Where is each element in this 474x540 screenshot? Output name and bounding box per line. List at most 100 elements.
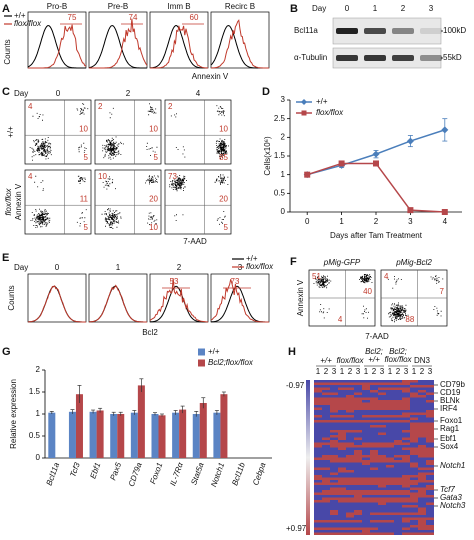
day: 3 — [429, 4, 434, 13]
error-bar — [173, 410, 178, 415]
legend-label: flox/flox — [14, 19, 42, 28]
x-tick-label: IL-7Rα — [168, 461, 185, 487]
error-bar — [214, 410, 219, 415]
y-tick-label: 0.5 — [274, 188, 286, 197]
histogram-curve — [150, 24, 209, 69]
gate-value: 60 — [190, 13, 199, 22]
x-tick-label: Bcl11b — [230, 461, 247, 487]
plot-frame — [27, 273, 87, 323]
colorbar — [306, 380, 310, 535]
legend-marker — [301, 110, 307, 116]
gene-label: Rag1 — [440, 424, 460, 433]
legend-label: Bcl2;flox/flox — [208, 358, 254, 367]
y-tick-label: 1 — [36, 409, 41, 418]
point — [407, 207, 414, 214]
plot-frame — [94, 99, 162, 165]
histogram-curve — [210, 19, 269, 69]
population-label: Recirc B — [225, 2, 255, 11]
axis-label: 7-AAD — [183, 237, 207, 246]
legend-label: +/+ — [246, 254, 258, 263]
group-label: +/+ — [368, 355, 380, 364]
group-label: flox/flox — [384, 355, 412, 364]
lane-label: 3 — [380, 367, 385, 376]
bar — [213, 412, 221, 458]
gene-label: Notch1 — [440, 461, 465, 470]
quadrant-value: 51 — [312, 272, 321, 281]
histogram-curve — [149, 285, 208, 323]
day: 0 — [345, 4, 350, 13]
bar — [172, 412, 180, 458]
point — [338, 160, 345, 167]
group-label: flox/flox — [336, 356, 364, 365]
lane-label: 3 — [332, 367, 337, 376]
error-bar — [118, 411, 123, 416]
histogram-curve — [27, 285, 86, 323]
quadrant-value: 20 — [149, 194, 158, 203]
error-bar — [139, 378, 144, 392]
dot-cloud — [313, 274, 373, 319]
axis-label: Counts — [3, 39, 12, 64]
gene-label: Notch3 — [440, 501, 466, 510]
bar — [179, 409, 187, 458]
error-bar — [152, 412, 157, 416]
histogram-curve — [88, 24, 147, 69]
y-tick-label: 1 — [281, 170, 286, 179]
panel-letter: H — [288, 346, 296, 358]
genotype-label: flox/flox — [4, 187, 13, 215]
legend-label: +/+ — [14, 11, 26, 20]
gate-value: 74 — [129, 13, 138, 22]
quadrant-value: 4 — [28, 102, 33, 111]
x-tick-label: Cebpa — [251, 461, 268, 487]
histogram-curve — [210, 285, 269, 323]
quadrant-value: 4 — [384, 272, 389, 281]
bar — [89, 411, 97, 458]
histogram-curve — [89, 18, 148, 69]
plot-frame — [164, 169, 232, 235]
day: 4 — [196, 89, 201, 98]
gene-label: BLNk — [440, 396, 461, 405]
bar — [75, 394, 83, 458]
plot-frame — [24, 169, 92, 235]
panel-letter: G — [2, 346, 11, 358]
bar — [137, 385, 145, 458]
point — [373, 160, 379, 167]
bar — [130, 412, 138, 458]
lane-label: 1 — [388, 367, 393, 376]
legend-marker — [301, 99, 307, 105]
y-tick-label: 0.5 — [29, 431, 41, 440]
y-tick-label: 0 — [36, 453, 41, 462]
axis-label: Counts — [7, 285, 16, 310]
x-tick-label: 1 — [339, 217, 344, 226]
day: 2 — [177, 263, 182, 272]
axis-label: Annexin V — [192, 72, 229, 81]
gene-label: CD79b — [440, 380, 465, 389]
quadrant-value: 5 — [154, 153, 159, 162]
dot-cloud — [170, 105, 229, 159]
bar — [96, 410, 104, 458]
error-bar — [91, 409, 96, 414]
lane-label: 3 — [356, 367, 361, 376]
blot-band — [420, 55, 442, 61]
day: 2 — [126, 89, 131, 98]
error-bar — [180, 405, 185, 414]
bar — [110, 414, 118, 458]
gene-label: CD19 — [440, 388, 461, 397]
legend-label: flox/flox — [246, 262, 274, 271]
bar — [68, 411, 76, 458]
lane-label: 1 — [340, 367, 345, 376]
error-bar — [221, 391, 226, 397]
legend-swatch — [198, 359, 205, 367]
gate-value: 75 — [68, 13, 77, 22]
genotype-label: +/+ — [6, 126, 15, 138]
blot-band — [336, 28, 358, 34]
x-tick-label: Foxo1 — [148, 461, 164, 485]
quadrant-value: 85 — [219, 153, 228, 162]
plot-frame — [164, 99, 232, 165]
y-tick-label: 2 — [281, 132, 286, 141]
size-label: 55kD — [443, 53, 462, 62]
bar — [192, 414, 200, 458]
panel-letter: B — [290, 3, 298, 15]
quadrant-value: 4 — [28, 172, 33, 181]
quadrant-value: 2 — [168, 102, 173, 111]
